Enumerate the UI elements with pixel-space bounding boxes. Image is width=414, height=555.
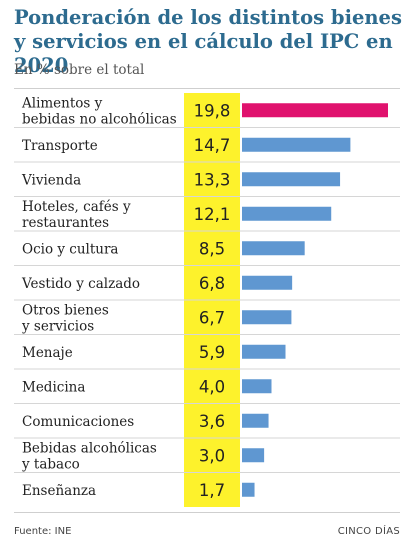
category-label: Enseñanza (22, 483, 96, 499)
category-label: Otros bienes y servicios (21, 302, 109, 334)
bottom-divider (14, 512, 400, 513)
category-label: Comunicaciones (22, 414, 134, 430)
value-label: 6,7 (199, 308, 225, 327)
value-label: 12,1 (194, 205, 231, 224)
category-label: Menaje (22, 345, 73, 361)
bar (242, 310, 292, 325)
bar (242, 379, 272, 394)
chart-title: Ponderación de los distintos bienes y se… (14, 6, 402, 77)
bar (242, 448, 265, 463)
chart-subtitle: En % sobre el total (14, 62, 145, 78)
source-note: Fuente: INE (14, 526, 72, 537)
bar (242, 172, 341, 187)
value-label: 14,7 (194, 136, 231, 155)
value-label: 3,6 (199, 412, 225, 431)
category-label: Bebidas alcohólicas y tabaco (21, 440, 157, 472)
value-label: 1,7 (199, 481, 225, 500)
value-label: 3,0 (199, 446, 225, 465)
category-label: Transporte (22, 138, 98, 154)
value-label: 8,5 (199, 239, 225, 258)
category-label: Vestido y calzado (21, 276, 140, 292)
category-label: Medicina (22, 379, 85, 395)
value-label: 4,0 (199, 377, 225, 396)
brand-logo: CINCO DÍAS (337, 526, 400, 537)
value-label: 5,9 (199, 343, 225, 362)
category-label: Vivienda (21, 172, 81, 188)
bar (242, 103, 388, 118)
category-label: Hoteles, cafés y restaurantes (22, 199, 131, 231)
value-label: 6,8 (199, 274, 225, 293)
bar (242, 275, 293, 290)
category-label: Alimentos y bebidas no alcohólicas (21, 95, 177, 127)
bar (242, 241, 305, 256)
bar (242, 137, 351, 152)
bar (242, 413, 269, 428)
top-divider (14, 88, 400, 89)
category-label: Ocio y cultura (22, 241, 118, 257)
value-label: 19,8 (194, 101, 231, 120)
bar (242, 344, 286, 359)
bar (242, 206, 332, 221)
value-label: 13,3 (194, 170, 231, 189)
bar (242, 482, 255, 497)
